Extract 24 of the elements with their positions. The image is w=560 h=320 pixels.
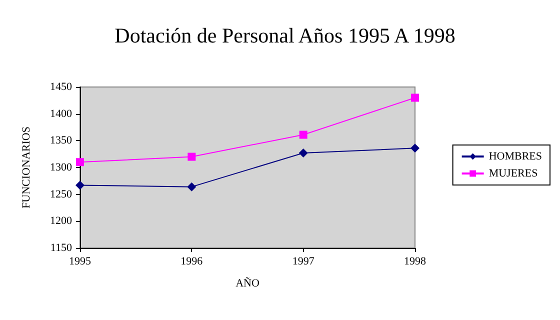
y-axis-title: FUNCIONARIOS <box>20 126 32 208</box>
point <box>187 182 196 192</box>
x-tick-label: 1996 <box>180 256 204 268</box>
legend-label: MUJERES <box>488 168 538 180</box>
y-tick-label: 1150 <box>50 242 72 254</box>
y-tick-label: 1300 <box>50 162 72 174</box>
point <box>411 94 419 102</box>
point <box>410 144 420 153</box>
x-axis-title: AÑO <box>236 276 260 290</box>
point <box>298 148 308 158</box>
point <box>76 158 84 166</box>
x-tick-label: 1998 <box>404 256 426 268</box>
x-tick-label: 1997 <box>292 256 315 268</box>
point <box>299 130 308 139</box>
chart-title: Dotación de Personal Años 1995 A 1998 <box>114 24 456 48</box>
y-tick-label: 1450 <box>50 81 72 93</box>
y-tick-label: 1250 <box>50 188 72 200</box>
y-tick-label: 1400 <box>50 108 72 120</box>
y-tick-label: 1200 <box>50 215 72 228</box>
point <box>76 180 84 190</box>
x-tick-label: 1995 <box>69 256 92 268</box>
legend-label: HOMBRES <box>488 150 542 162</box>
point <box>188 152 196 161</box>
y-tick-label: 1350 <box>50 134 72 147</box>
